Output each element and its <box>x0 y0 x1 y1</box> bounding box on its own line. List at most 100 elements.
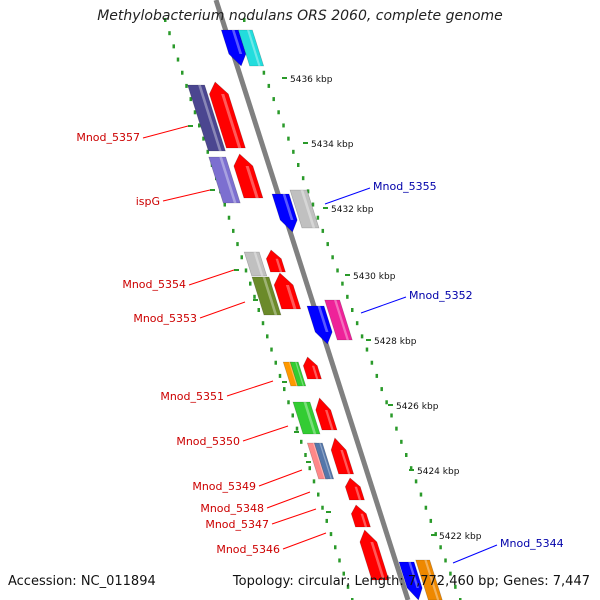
gene-ispG <box>233 153 264 199</box>
scale-dot <box>351 308 354 312</box>
gene-mnod-5355-partner-shade <box>300 190 316 228</box>
gene-label[interactable]: Mnod_5344 <box>500 537 564 550</box>
scale-dot <box>311 202 315 207</box>
gene-mnod-5357-partner-shade <box>198 85 222 151</box>
scale-dot <box>262 70 266 75</box>
gene-mnod-5353-partner-shade <box>262 277 278 315</box>
gene-mnod-5352 <box>306 305 333 345</box>
scale-dot <box>390 413 393 418</box>
gene-mnod-5357-partner <box>187 84 226 152</box>
scale-dot <box>400 439 403 444</box>
gene-label-leader <box>226 380 274 397</box>
gene-ispG-partner-shade <box>219 157 237 203</box>
scale-dot <box>292 149 295 154</box>
genome-backbone <box>213 0 411 600</box>
scale-tick-label: 5434 kbp <box>311 140 354 150</box>
scale-dot <box>331 255 334 260</box>
gene-mnod-5344-partner-shade <box>424 560 440 600</box>
scale-dot <box>385 400 388 405</box>
gene-mnod-5352-partner <box>324 299 353 341</box>
gene-label[interactable]: Mnod_5346 <box>216 543 280 556</box>
scale-dot <box>274 360 277 365</box>
gene-label[interactable]: Mnod_5357 <box>76 131 140 144</box>
gene-label-leader <box>258 469 303 487</box>
scale-dot <box>312 479 316 484</box>
scale-dot <box>459 598 462 600</box>
scale-dot <box>306 189 310 194</box>
scale-dot <box>267 83 271 88</box>
gene-label[interactable]: Mnod_5347 <box>205 518 269 531</box>
scale-dot <box>287 136 290 141</box>
scale-dot <box>232 228 235 233</box>
gene-label-leader <box>324 187 371 205</box>
gene-top-cyan <box>237 29 265 67</box>
gene-mnod-5352-shade <box>317 306 329 332</box>
gene-mnod-5347-shade <box>360 513 368 527</box>
gene-mnod-5348-shade <box>354 486 362 500</box>
scale-dot <box>283 387 286 392</box>
scale-dot <box>424 505 428 510</box>
scale-dot <box>223 202 226 207</box>
scale-dot <box>240 255 243 260</box>
scale-dot <box>282 123 285 128</box>
scale-dot <box>325 518 328 523</box>
gene-label[interactable]: Mnod_5348 <box>200 502 264 515</box>
scale-ticks: 5436 kbp 5434 kbp 5432 kbp 5430 kbp 5428 kbp… <box>188 75 482 542</box>
gene-ispG-shade <box>245 166 259 198</box>
scale-tick-label: 5430 kbp <box>353 272 396 282</box>
scale-dot <box>360 334 364 339</box>
scale-dot <box>189 97 192 102</box>
scale-dot <box>168 31 171 36</box>
gene-ispG-partner <box>208 156 241 204</box>
gene-label-leader <box>266 491 311 509</box>
gene-label[interactable]: Mnod_5353 <box>133 312 197 325</box>
gene-mnod-5344-shade <box>408 562 419 588</box>
gene-mnod-5349 <box>330 437 355 475</box>
scale-dot <box>414 479 418 484</box>
scale-dot <box>317 492 320 497</box>
gene-mnod-5355-shade <box>282 194 294 220</box>
gene-label[interactable]: Mnod_5355 <box>373 180 437 193</box>
gene-mnod-5354 <box>265 249 286 273</box>
scale-dot <box>449 571 452 576</box>
scale-dot <box>243 18 246 22</box>
gene-label[interactable]: Mnod_5349 <box>192 480 256 493</box>
scale-dot <box>365 347 369 352</box>
map-title: Methylobacterium nodulans ORS 2060, comp… <box>97 8 503 24</box>
scale-dot <box>198 123 201 128</box>
gene-mnod-5351 <box>302 356 322 380</box>
scale-dot <box>164 18 167 22</box>
gene-mnod-5351-b-shade <box>295 362 305 386</box>
gene-label[interactable]: Mnod_5351 <box>160 390 224 403</box>
gene-mnod-5346-shade <box>370 542 386 580</box>
scale-dot <box>193 110 197 115</box>
gene-mnod-5350-partner <box>292 401 321 435</box>
scale-dot <box>409 466 413 471</box>
gene-label-leader <box>282 532 327 550</box>
scale-tick-label: 5436 kbp <box>290 75 333 85</box>
scale-dot <box>227 215 231 220</box>
scale-dot <box>277 110 280 115</box>
gene-label[interactable]: ispG <box>136 195 160 208</box>
scale-dot <box>395 426 398 431</box>
gene-mnod-5351-shade <box>311 365 319 379</box>
gene-mnod-5353 <box>273 272 302 310</box>
scale-tick-label: 5422 kbp <box>439 532 482 542</box>
gene-features <box>187 29 443 600</box>
scale-dot <box>380 387 383 392</box>
gene-mnod-5349-shade <box>340 450 351 474</box>
gene-top-blue <box>220 29 247 67</box>
gene-label[interactable]: Mnod_5350 <box>176 435 240 448</box>
accession-text: Accession: NC_011894 <box>8 574 156 589</box>
gene-label-leader <box>199 301 246 319</box>
scale-dot <box>287 400 290 405</box>
gene-label[interactable]: Mnod_5354 <box>122 278 186 291</box>
scale-tick-label: 5424 kbp <box>417 467 460 477</box>
scale-dot <box>454 584 457 589</box>
gene-mnod-5350-partner-shade <box>303 402 317 434</box>
scale-dot <box>244 268 248 273</box>
scale-dot <box>295 426 299 431</box>
scale-dot <box>429 518 433 523</box>
gene-label[interactable]: Mnod_5352 <box>409 289 473 302</box>
scale-dot <box>202 136 205 141</box>
